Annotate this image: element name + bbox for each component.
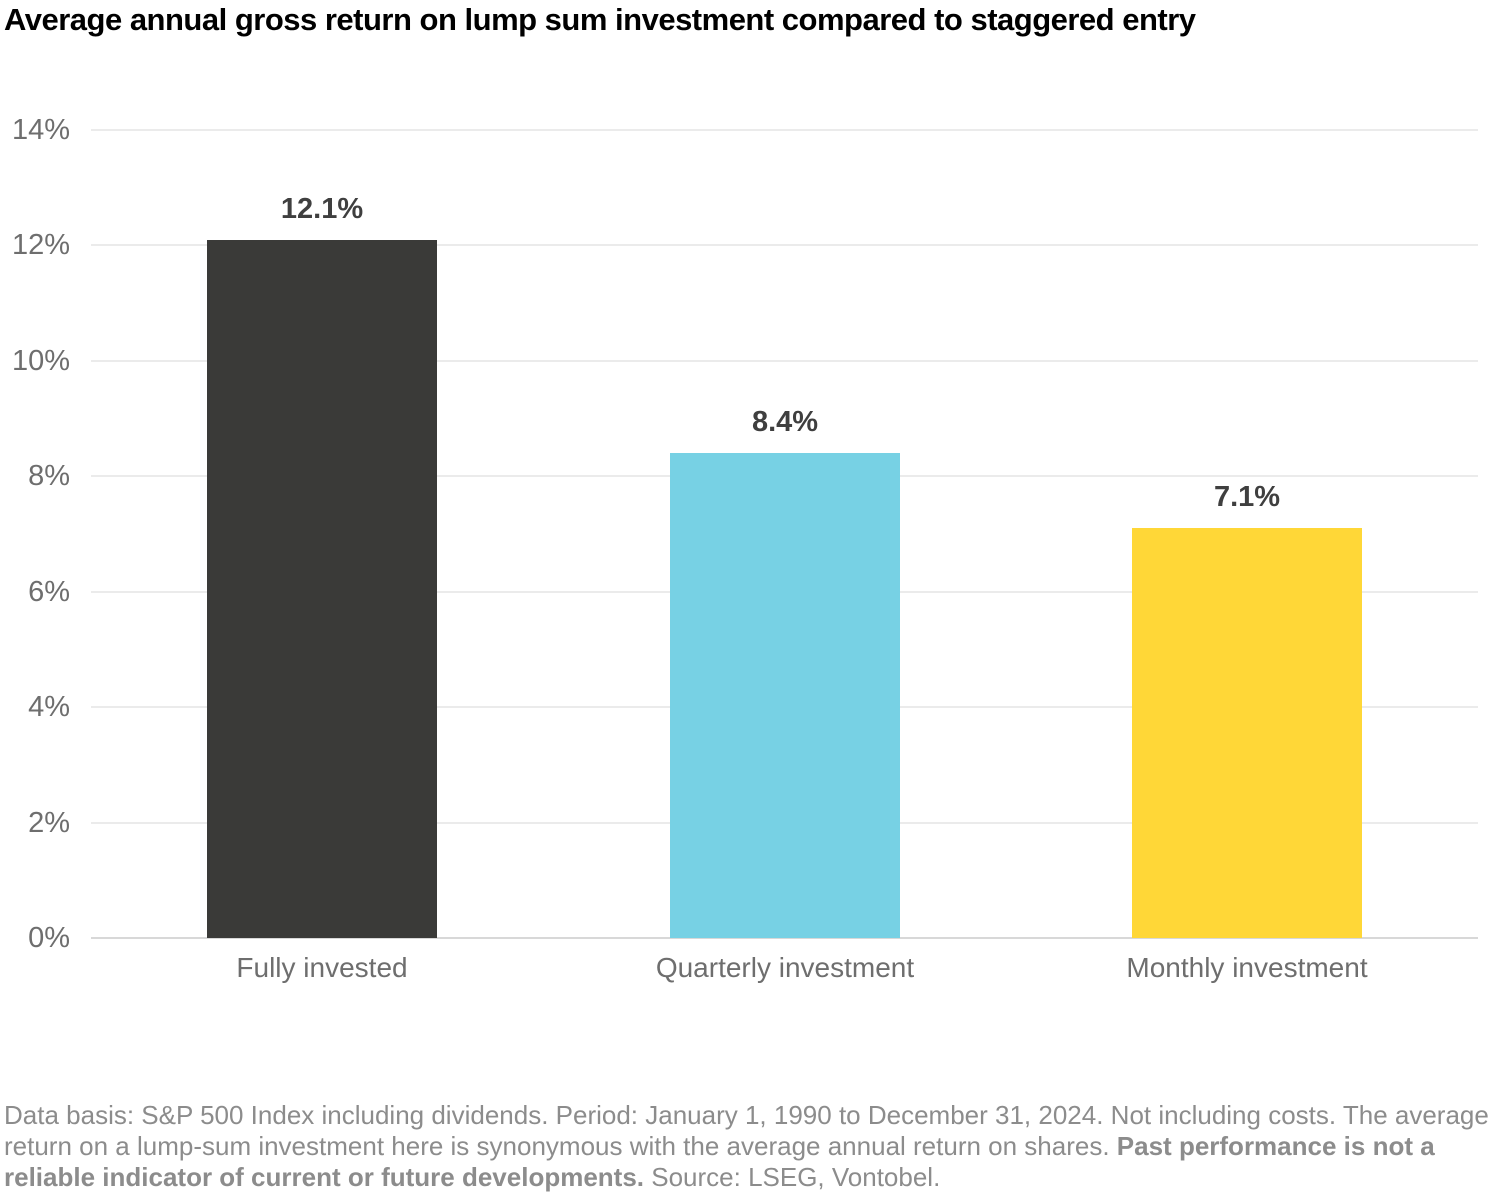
bar-quarterly-investment [670,453,900,938]
y-tick-label: 0% [28,922,70,954]
bar-monthly-investment [1132,528,1362,938]
gridline [91,359,1478,362]
value-label-quarterly-investment: 8.4% [751,406,819,438]
y-tick-label: 6% [28,575,70,608]
x-category-label-monthly-investment: Monthly investment [1126,952,1368,983]
plot-area: 12.1% 8.4% 7.1% [91,129,1478,939]
y-tick-label: 10% [11,344,70,377]
chart-title: Average annual gross return on lump sum … [4,2,1196,37]
footnote-text: Data basis: S&P 500 Index including divi… [4,1100,1489,1161]
footnote-source: Source: LSEG, Vontobel. [644,1162,941,1192]
x-axis-line [91,937,1478,939]
value-label-monthly-investment: 7.1% [1213,481,1281,513]
y-tick-label: 12% [11,229,70,262]
y-tick-label: 4% [28,691,70,724]
y-tick-label: 14% [11,114,70,146]
bar-fully-invested [207,240,437,938]
gridline [91,129,1478,131]
x-category-label-fully-invested: Fully invested [236,952,408,983]
y-tick-label: 8% [28,460,70,493]
footnote: Data basis: S&P 500 Index including divi… [4,1100,1496,1193]
value-label-fully-invested: 12.1% [280,193,364,225]
x-category-label-quarterly-investment: Quarterly investment [655,952,915,983]
footnote-disclaimer-bold: Past performance is not a reliable indic… [4,1131,1435,1192]
y-tick-label: 2% [28,806,70,839]
gridline [91,244,1478,247]
